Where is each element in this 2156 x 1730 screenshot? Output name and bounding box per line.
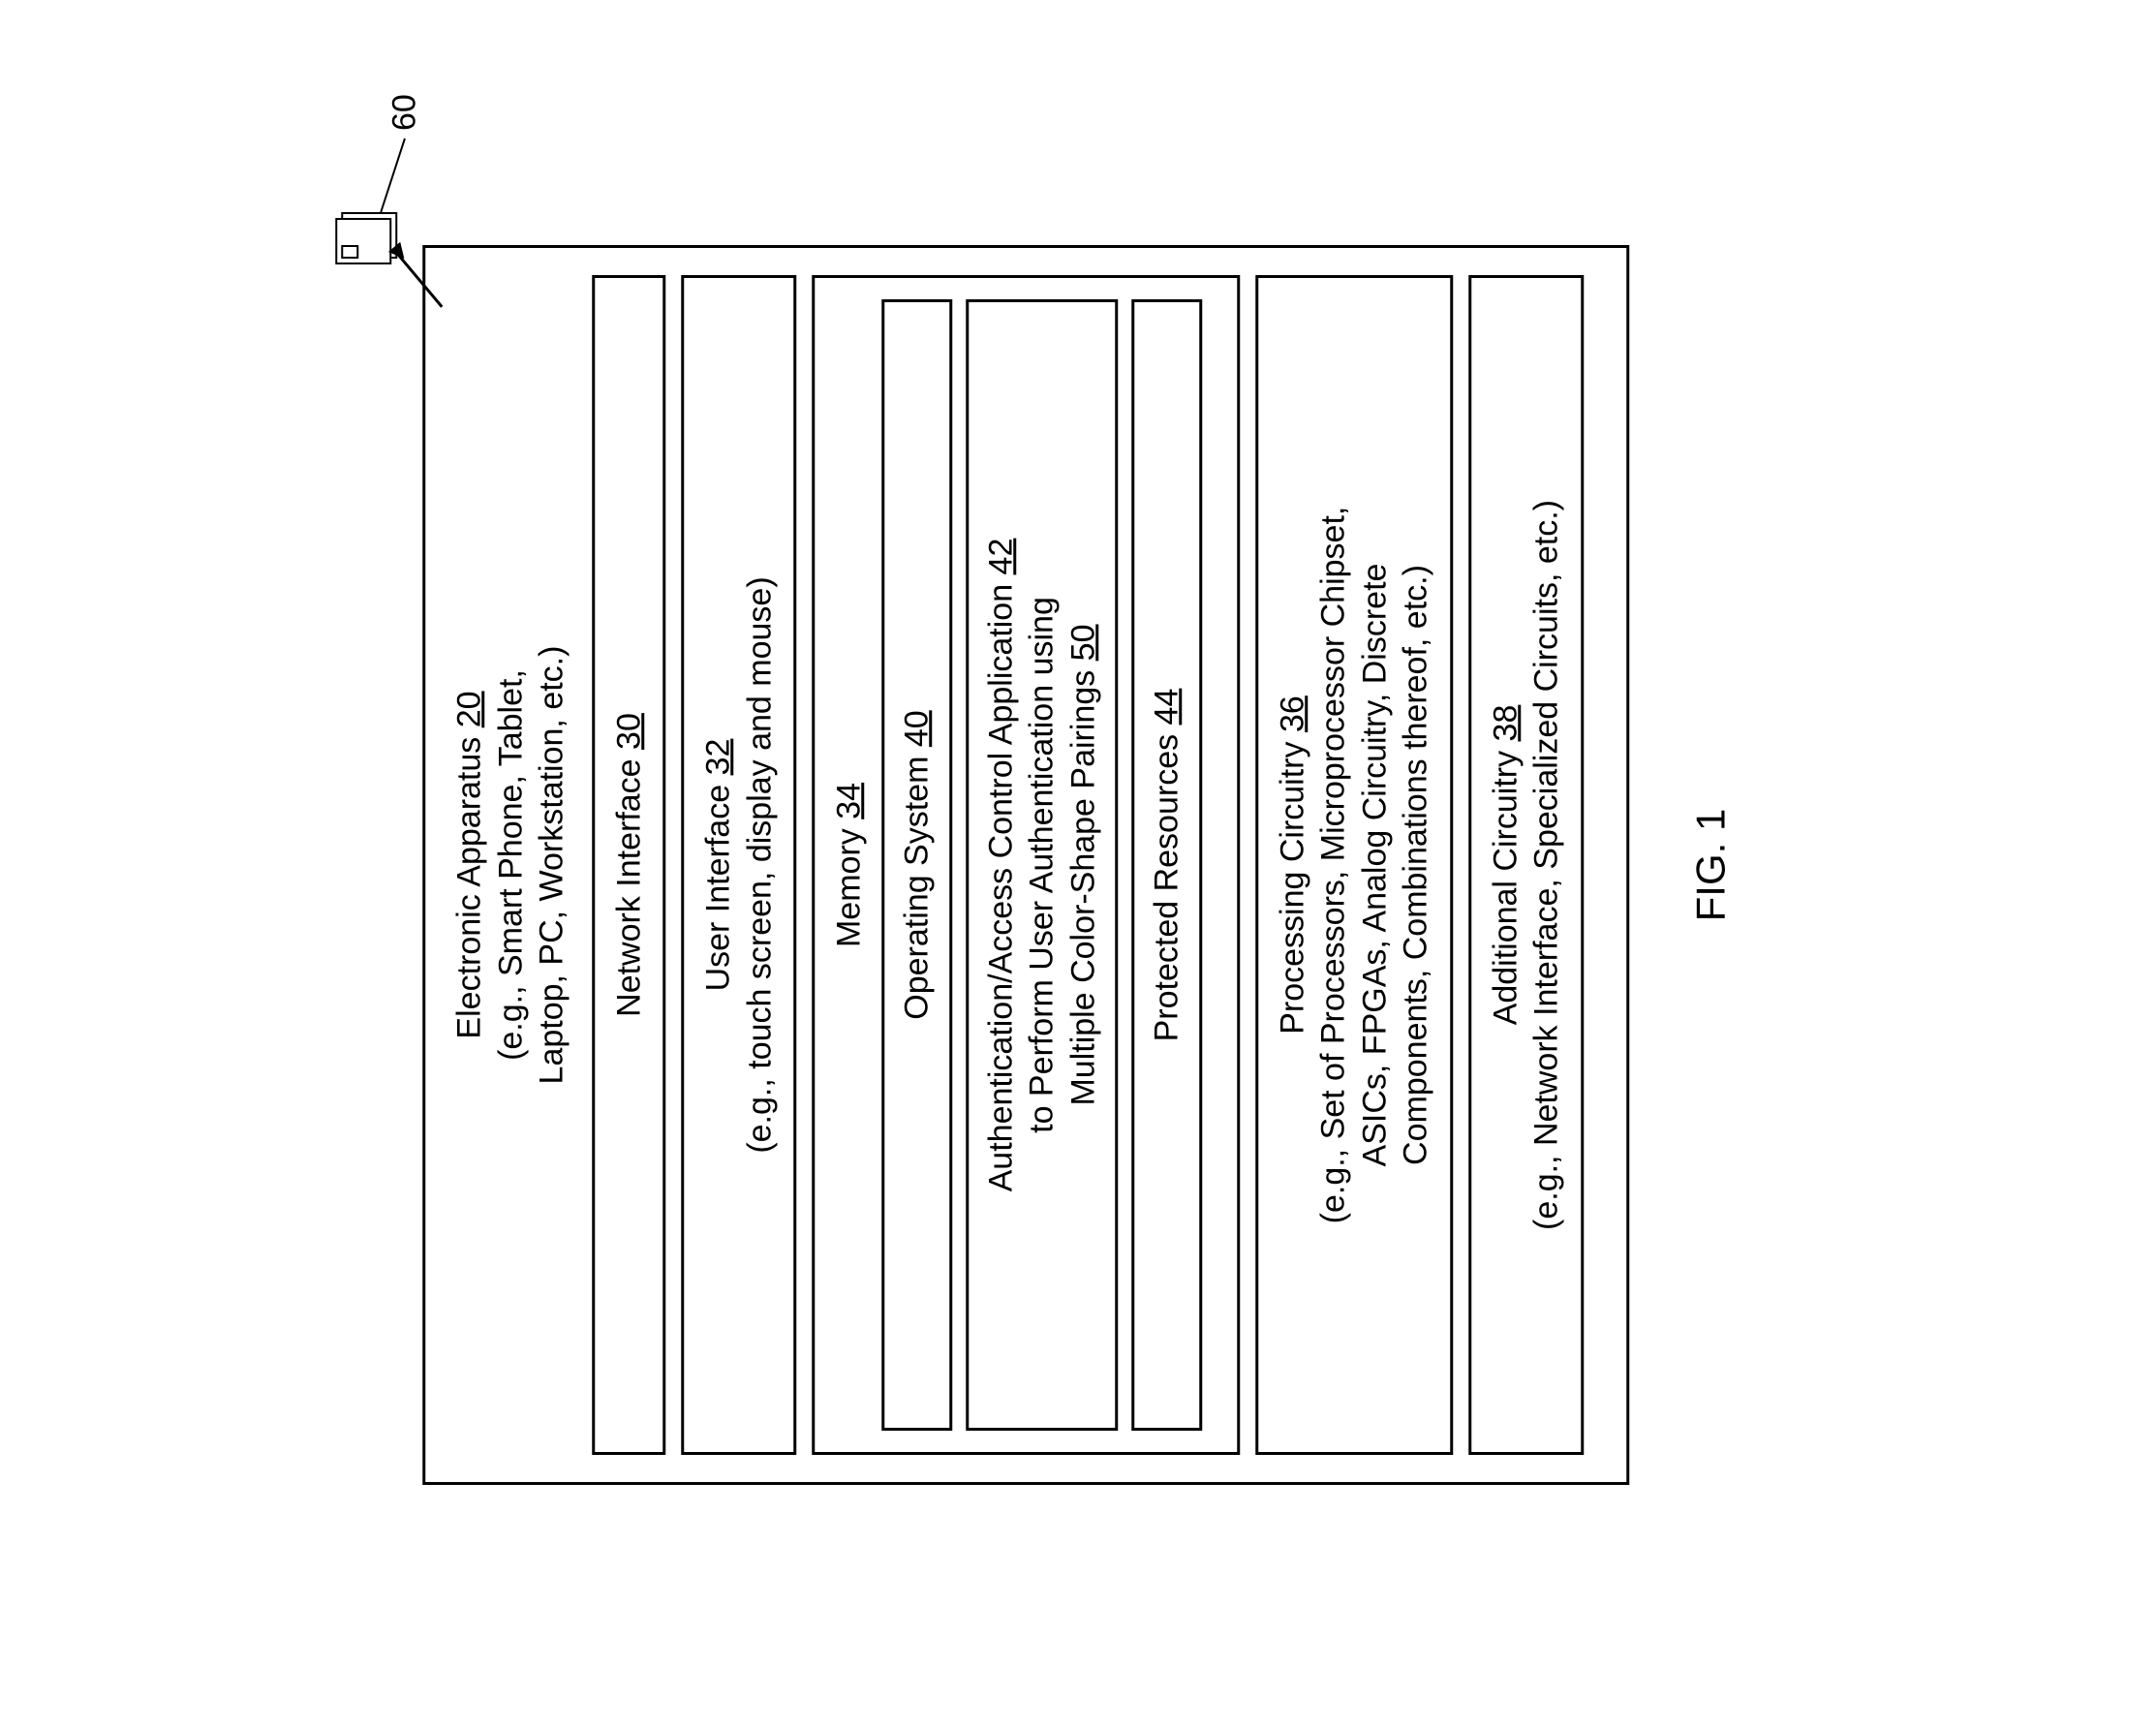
auth-line1: Authentication/Access Control Applicatio…: [982, 574, 1019, 1191]
processing-circuitry-box: Processing Circuitry 36 (e.g., Set of Pr…: [1255, 275, 1453, 1455]
electronic-apparatus-box: Electronic Apparatus 20 (e.g., Smart Pho…: [422, 245, 1629, 1485]
figure-label: FIG. 1: [1687, 245, 1734, 1485]
outer-title: Electronic Apparatus 20 (e.g., Smart Pho…: [448, 275, 572, 1455]
network-label: Network Interface: [610, 750, 647, 1017]
addl-label: Additional Circuitry: [1487, 741, 1524, 1025]
ui-subtext: (e.g., touch screen, display and mouse): [741, 576, 778, 1153]
ref-42: 42: [982, 539, 1019, 575]
memory-box: Memory 34 Operating System 40 Authentica…: [812, 275, 1240, 1455]
ref-50: 50: [1064, 624, 1101, 661]
ui-label: User Interface: [699, 775, 736, 991]
user-interface-box: User Interface 32 (e.g., touch screen, d…: [681, 275, 796, 1455]
diagram-area: 60 Electronic Apparatus 20 (e.g., Smart …: [422, 187, 1734, 1543]
proc-label: Processing Circuitry: [1274, 732, 1310, 1035]
ref-36: 36: [1274, 695, 1310, 732]
ref-34: 34: [830, 783, 867, 819]
ref-38: 38: [1487, 705, 1524, 742]
network-interface-box: Network Interface 30: [592, 275, 666, 1455]
memory-label: Memory: [830, 819, 867, 947]
protected-resources-box: Protected Resources 44: [1131, 299, 1202, 1431]
media-icon-cluster: 60: [335, 71, 471, 264]
ref-60: 60: [385, 94, 423, 131]
ref-40: 40: [898, 710, 935, 747]
arrow-icon: [397, 187, 400, 255]
protected-label: Protected Resources: [1148, 725, 1185, 1041]
addl-line2: (e.g., Network Interface, Specialized Ci…: [1527, 500, 1564, 1230]
ref-30: 30: [610, 713, 647, 750]
auth-line2: to Perform User Authentication using: [1023, 597, 1060, 1133]
leader-line: [380, 139, 406, 213]
os-label: Operating System: [898, 747, 935, 1020]
proc-line4: Components, Combinations thereof, etc.): [1397, 565, 1433, 1165]
auth-app-box: Authentication/Access Control Applicatio…: [966, 299, 1119, 1431]
ref-20: 20: [450, 691, 487, 727]
outer-title-line2: (e.g., Smart Phone, Tablet,: [492, 669, 529, 1061]
diagram-canvas: 60 Electronic Apparatus 20 (e.g., Smart …: [422, 187, 1734, 1543]
memory-title: Memory 34: [830, 299, 868, 1431]
auth-line3: Multiple Color-Shape Pairings: [1064, 661, 1101, 1105]
proc-line2: (e.g., Set of Processors, Microprocessor…: [1314, 507, 1351, 1224]
outer-title-text: Electronic Apparatus: [450, 727, 487, 1038]
outer-title-line3: Laptop, PC, Workstation, etc.): [533, 646, 570, 1085]
ref-32: 32: [699, 739, 736, 776]
ref-44: 44: [1148, 689, 1185, 726]
disk-icon: [335, 214, 395, 264]
proc-line3: ASICs, FPGAs, Analog Circuitry, Discrete: [1356, 564, 1393, 1167]
operating-system-box: Operating System 40: [881, 299, 952, 1431]
additional-circuitry-box: Additional Circuitry 38 (e.g., Network I…: [1468, 275, 1584, 1455]
